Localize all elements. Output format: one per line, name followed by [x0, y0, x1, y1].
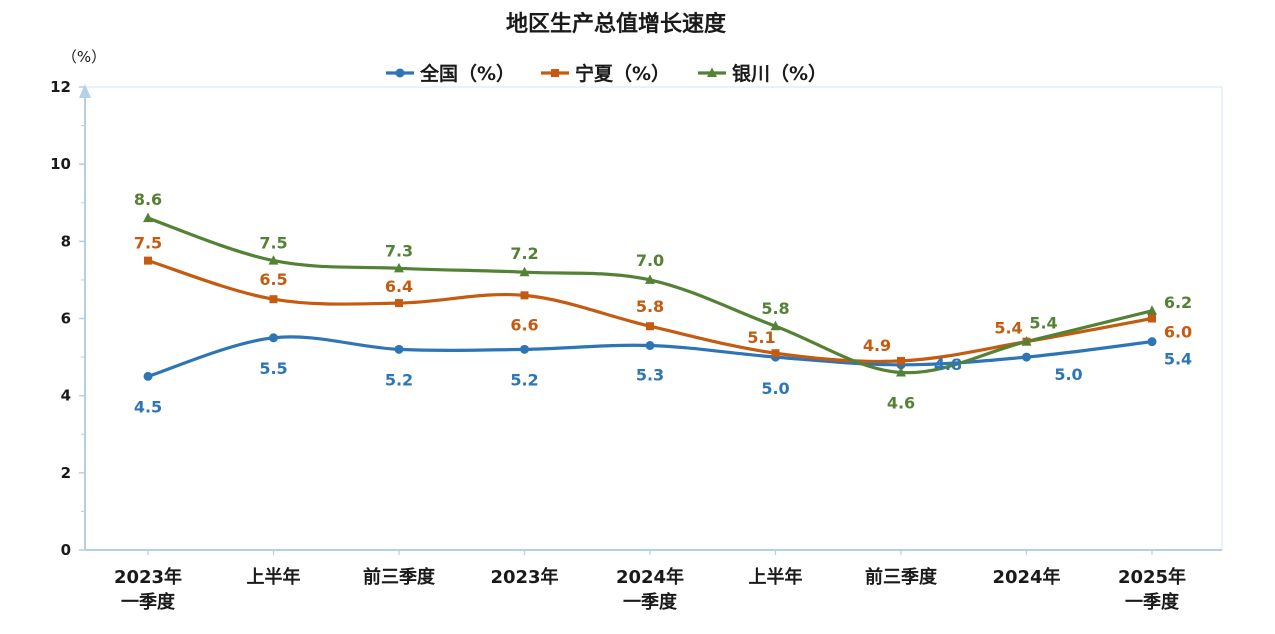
data-label-national: 4.5: [134, 397, 162, 416]
y-axis-ticks: 0 2 4 6 8 10 12: [50, 78, 85, 559]
data-point-yinchuan: [770, 320, 781, 331]
y-axis-arrow: [79, 84, 91, 98]
data-label-ningxia: 5.4: [994, 319, 1022, 338]
data-point-national: [520, 344, 529, 354]
y-tick-label: 8: [61, 232, 71, 250]
legend: 全国（%） 宁夏（%） 银川（%）: [386, 62, 827, 85]
data-label-yinchuan: 5.4: [1029, 314, 1057, 333]
data-label-ningxia: 6.0: [1164, 323, 1192, 342]
y-tick-label: 10: [50, 155, 71, 173]
x-tick-label: 上半年: [247, 566, 301, 588]
x-tick-label: 一季度: [121, 591, 176, 613]
legend-marker-ningxia: [551, 69, 559, 77]
data-label-national: 5.2: [385, 370, 413, 389]
data-point-yinchuan: [1147, 305, 1157, 315]
y-axis-unit: （%）: [62, 48, 106, 66]
series-markers: [143, 212, 1157, 381]
data-label-yinchuan: 7.3: [385, 241, 413, 260]
x-tick-label: 2023年: [490, 566, 558, 588]
data-point-ningxia: [646, 322, 654, 331]
data-point-ningxia: [520, 291, 529, 300]
data-point-ningxia: [144, 256, 152, 265]
data-label-ningxia: 5.8: [636, 297, 664, 316]
data-point-yinchuan: [394, 262, 404, 273]
legend-label-yinchuan: 银川（%）: [732, 62, 827, 85]
legend-label-national: 全国（%）: [419, 62, 515, 85]
data-point-ningxia: [771, 349, 780, 358]
data-point-ningxia: [1148, 314, 1156, 323]
data-label-yinchuan: 5.8: [761, 299, 789, 318]
y-tick-label: 2: [61, 464, 71, 482]
data-label-yinchuan: 7.2: [510, 244, 538, 263]
data-point-yinchuan: [143, 212, 153, 223]
data-label-ningxia: 6.5: [259, 270, 287, 289]
data-label-ningxia: 5.1: [747, 328, 775, 347]
data-point-national: [269, 333, 278, 343]
data-label-national: 5.4: [1164, 350, 1192, 369]
data-label-ningxia: 6.6: [510, 315, 538, 334]
data-point-national: [394, 344, 404, 354]
data-point-ningxia: [897, 356, 905, 365]
data-point-national: [1022, 352, 1031, 362]
data-label-yinchuan: 8.6: [134, 190, 162, 209]
data-point-ningxia: [269, 295, 278, 304]
data-labels: 4.5 5.5 5.2 5.2 5.3 5.0 4.8 5.0 5.4 7.5 6.5 6.4 6.6 5…: [134, 190, 1192, 416]
chart-title: 地区生产总值增长速度: [506, 11, 727, 37]
x-tick-label: 2023年: [114, 566, 182, 588]
x-tick-label: 一季度: [1125, 591, 1180, 613]
legend-label-ningxia: 宁夏（%）: [575, 62, 670, 85]
data-point-national: [143, 371, 153, 381]
data-label-ningxia: 4.9: [863, 336, 891, 355]
legend-marker-national: [395, 68, 405, 78]
data-label-national: 5.0: [1054, 365, 1082, 384]
x-tick-label: 上半年: [749, 566, 803, 588]
data-label-national: 5.0: [761, 379, 789, 398]
x-tick-label: 前三季度: [865, 566, 938, 588]
data-label-national: 4.8: [934, 355, 962, 374]
data-point-ningxia: [395, 299, 403, 308]
data-label-ningxia: 7.5: [134, 234, 162, 253]
data-label-national: 5.3: [636, 366, 664, 385]
data-label-yinchuan: 7.0: [636, 251, 664, 270]
y-tick-label: 0: [61, 541, 71, 559]
y-tick-label: 4: [61, 387, 71, 405]
data-point-yinchuan: [896, 367, 906, 377]
data-label-yinchuan: 4.6: [887, 394, 915, 413]
data-point-national: [1147, 337, 1157, 347]
x-tick-label: 2024年: [616, 566, 684, 588]
data-label-national: 5.2: [510, 370, 538, 389]
y-tick-label: 6: [61, 310, 71, 328]
data-label-yinchuan: 6.2: [1164, 293, 1192, 312]
data-point-yinchuan: [268, 255, 279, 265]
data-label-national: 5.5: [259, 359, 287, 378]
data-point-yinchuan: [519, 266, 530, 277]
data-label-ningxia: 6.4: [385, 277, 413, 296]
data-point-national: [645, 341, 655, 351]
x-tick-label: 前三季度: [363, 566, 436, 588]
x-tick-label: 2025年: [1118, 566, 1186, 588]
data-point-yinchuan: [1021, 336, 1032, 346]
x-tick-label: 2024年: [992, 566, 1060, 588]
legend-marker-yinchuan: [707, 67, 717, 77]
data-label-yinchuan: 7.5: [259, 234, 287, 253]
data-point-yinchuan: [645, 274, 655, 284]
y-tick-label: 12: [50, 78, 71, 96]
x-tick-label: 一季度: [623, 591, 678, 613]
